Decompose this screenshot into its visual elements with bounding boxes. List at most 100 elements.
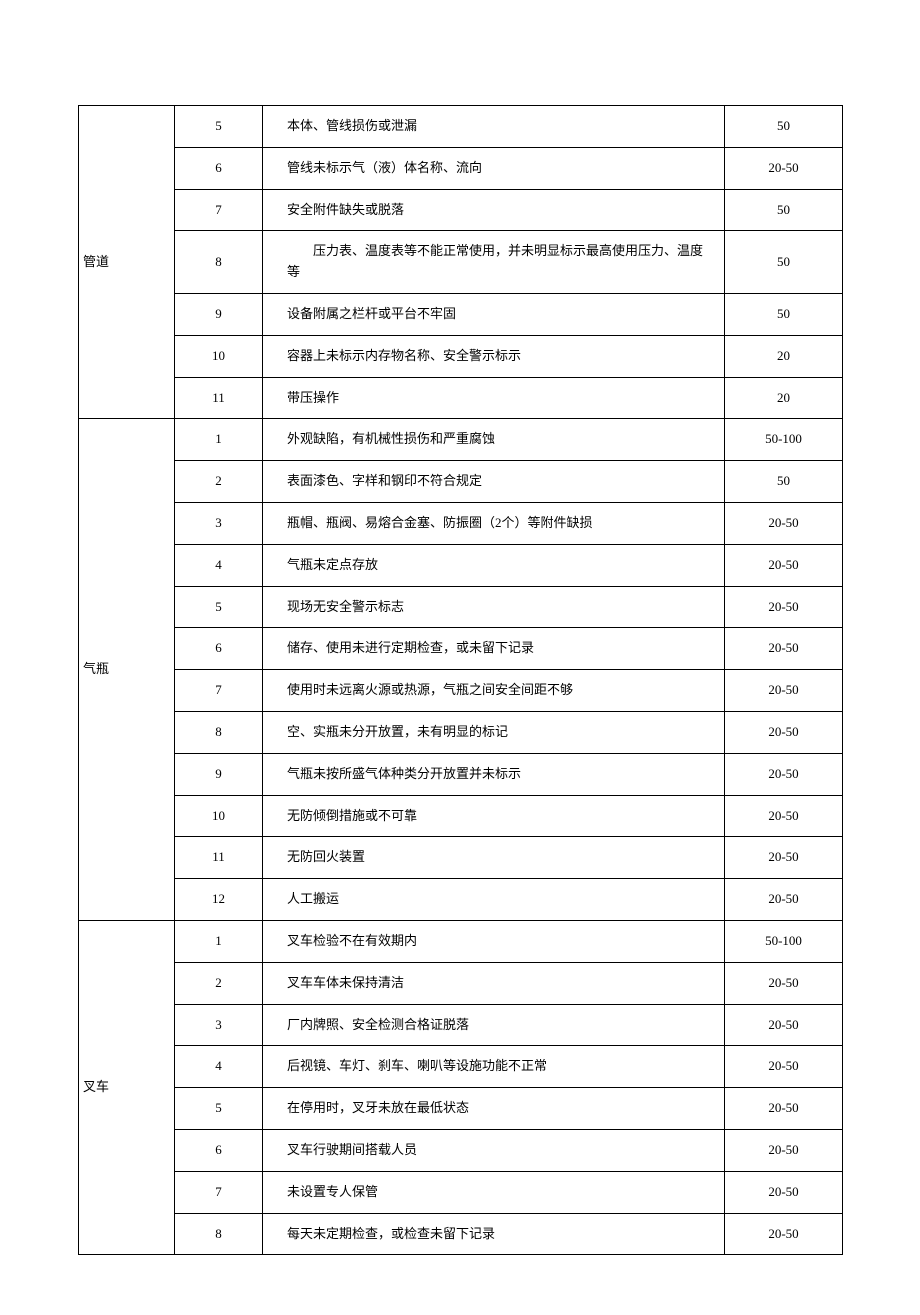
score-cell: 50 bbox=[725, 461, 843, 503]
row-number-cell: 5 bbox=[175, 586, 263, 628]
row-number-cell: 1 bbox=[175, 419, 263, 461]
score-cell: 20-50 bbox=[725, 1129, 843, 1171]
table-row: 3瓶帽、瓶阀、易熔合金塞、防振圈（2个）等附件缺损20-50 bbox=[79, 502, 843, 544]
description-cell: 容器上未标示内存物名称、安全警示标示 bbox=[263, 335, 725, 377]
description-cell: 空、实瓶未分开放置，未有明显的标记 bbox=[263, 711, 725, 753]
description-cell: 管线未标示气（液）体名称、流向 bbox=[263, 147, 725, 189]
table-row: 5在停用时，叉牙未放在最低状态20-50 bbox=[79, 1088, 843, 1130]
score-cell: 20-50 bbox=[725, 586, 843, 628]
row-number-cell: 8 bbox=[175, 711, 263, 753]
row-number-cell: 10 bbox=[175, 335, 263, 377]
row-number-cell: 9 bbox=[175, 753, 263, 795]
description-cell: 外观缺陷，有机械性损伤和严重腐蚀 bbox=[263, 419, 725, 461]
row-number-cell: 1 bbox=[175, 920, 263, 962]
table-row: 11带压操作20 bbox=[79, 377, 843, 419]
table-row: 12人工搬运20-50 bbox=[79, 879, 843, 921]
row-number-cell: 9 bbox=[175, 293, 263, 335]
row-number-cell: 11 bbox=[175, 377, 263, 419]
table-row: 11无防回火装置20-50 bbox=[79, 837, 843, 879]
table-row: 叉车1叉车检验不在有效期内50-100 bbox=[79, 920, 843, 962]
description-cell: 设备附属之栏杆或平台不牢固 bbox=[263, 293, 725, 335]
table-row: 9气瓶未按所盛气体种类分开放置并未标示20-50 bbox=[79, 753, 843, 795]
row-number-cell: 6 bbox=[175, 147, 263, 189]
score-cell: 20-50 bbox=[725, 544, 843, 586]
row-number-cell: 6 bbox=[175, 1129, 263, 1171]
row-number-cell: 2 bbox=[175, 461, 263, 503]
inspection-table: 管道5本体、管线损伤或泄漏506管线未标示气（液）体名称、流向20-507安全附… bbox=[78, 105, 843, 1255]
description-cell: 安全附件缺失或脱落 bbox=[263, 189, 725, 231]
score-cell: 20 bbox=[725, 377, 843, 419]
description-cell: 人工搬运 bbox=[263, 879, 725, 921]
score-cell: 20 bbox=[725, 335, 843, 377]
score-cell: 50 bbox=[725, 106, 843, 148]
table-row: 气瓶1外观缺陷，有机械性损伤和严重腐蚀50-100 bbox=[79, 419, 843, 461]
table-row: 8压力表、温度表等不能正常使用，并未明显标示最高使用压力、温度等50 bbox=[79, 231, 843, 294]
description-cell: 每天未定期检查，或检查未留下记录 bbox=[263, 1213, 725, 1255]
row-number-cell: 7 bbox=[175, 189, 263, 231]
row-number-cell: 6 bbox=[175, 628, 263, 670]
description-cell: 气瓶未按所盛气体种类分开放置并未标示 bbox=[263, 753, 725, 795]
description-cell: 在停用时，叉牙未放在最低状态 bbox=[263, 1088, 725, 1130]
description-cell: 厂内牌照、安全检测合格证脱落 bbox=[263, 1004, 725, 1046]
score-cell: 20-50 bbox=[725, 628, 843, 670]
row-number-cell: 3 bbox=[175, 1004, 263, 1046]
table-row: 10容器上未标示内存物名称、安全警示标示20 bbox=[79, 335, 843, 377]
score-cell: 20-50 bbox=[725, 1088, 843, 1130]
table-row: 6储存、使用未进行定期检查，或未留下记录20-50 bbox=[79, 628, 843, 670]
table-row: 10无防倾倒措施或不可靠20-50 bbox=[79, 795, 843, 837]
description-cell: 带压操作 bbox=[263, 377, 725, 419]
table-body: 管道5本体、管线损伤或泄漏506管线未标示气（液）体名称、流向20-507安全附… bbox=[79, 106, 843, 1255]
table-row: 6叉车行驶期间搭载人员20-50 bbox=[79, 1129, 843, 1171]
table-row: 4后视镜、车灯、刹车、喇叭等设施功能不正常20-50 bbox=[79, 1046, 843, 1088]
table-row: 8每天未定期检查，或检查未留下记录20-50 bbox=[79, 1213, 843, 1255]
table-row: 8空、实瓶未分开放置，未有明显的标记20-50 bbox=[79, 711, 843, 753]
description-cell: 本体、管线损伤或泄漏 bbox=[263, 106, 725, 148]
category-cell: 叉车 bbox=[79, 920, 175, 1254]
row-number-cell: 7 bbox=[175, 670, 263, 712]
description-cell: 使用时未远离火源或热源，气瓶之间安全间距不够 bbox=[263, 670, 725, 712]
score-cell: 20-50 bbox=[725, 962, 843, 1004]
description-cell: 叉车车体未保持清洁 bbox=[263, 962, 725, 1004]
score-cell: 20-50 bbox=[725, 879, 843, 921]
row-number-cell: 2 bbox=[175, 962, 263, 1004]
description-cell: 叉车行驶期间搭载人员 bbox=[263, 1129, 725, 1171]
table-row: 9设备附属之栏杆或平台不牢固50 bbox=[79, 293, 843, 335]
score-cell: 20-50 bbox=[725, 711, 843, 753]
table-row: 7未设置专人保管20-50 bbox=[79, 1171, 843, 1213]
score-cell: 20-50 bbox=[725, 837, 843, 879]
description-cell: 无防回火装置 bbox=[263, 837, 725, 879]
page: 管道5本体、管线损伤或泄漏506管线未标示气（液）体名称、流向20-507安全附… bbox=[0, 0, 920, 1315]
description-cell: 气瓶未定点存放 bbox=[263, 544, 725, 586]
score-cell: 50-100 bbox=[725, 920, 843, 962]
row-number-cell: 10 bbox=[175, 795, 263, 837]
score-cell: 20-50 bbox=[725, 147, 843, 189]
score-cell: 20-50 bbox=[725, 795, 843, 837]
table-row: 7使用时未远离火源或热源，气瓶之间安全间距不够20-50 bbox=[79, 670, 843, 712]
description-cell: 瓶帽、瓶阀、易熔合金塞、防振圈（2个）等附件缺损 bbox=[263, 502, 725, 544]
row-number-cell: 4 bbox=[175, 1046, 263, 1088]
description-cell: 未设置专人保管 bbox=[263, 1171, 725, 1213]
row-number-cell: 5 bbox=[175, 1088, 263, 1130]
description-cell: 后视镜、车灯、刹车、喇叭等设施功能不正常 bbox=[263, 1046, 725, 1088]
row-number-cell: 7 bbox=[175, 1171, 263, 1213]
score-cell: 20-50 bbox=[725, 670, 843, 712]
score-cell: 20-50 bbox=[725, 1004, 843, 1046]
row-number-cell: 8 bbox=[175, 1213, 263, 1255]
row-number-cell: 3 bbox=[175, 502, 263, 544]
row-number-cell: 8 bbox=[175, 231, 263, 294]
score-cell: 20-50 bbox=[725, 502, 843, 544]
score-cell: 50 bbox=[725, 189, 843, 231]
table-row: 2叉车车体未保持清洁20-50 bbox=[79, 962, 843, 1004]
table-row: 6管线未标示气（液）体名称、流向20-50 bbox=[79, 147, 843, 189]
description-cell: 表面漆色、字样和钢印不符合规定 bbox=[263, 461, 725, 503]
row-number-cell: 12 bbox=[175, 879, 263, 921]
row-number-cell: 4 bbox=[175, 544, 263, 586]
row-number-cell: 11 bbox=[175, 837, 263, 879]
table-row: 3厂内牌照、安全检测合格证脱落20-50 bbox=[79, 1004, 843, 1046]
table-row: 7安全附件缺失或脱落50 bbox=[79, 189, 843, 231]
score-cell: 20-50 bbox=[725, 1046, 843, 1088]
description-cell: 压力表、温度表等不能正常使用，并未明显标示最高使用压力、温度等 bbox=[263, 231, 725, 294]
description-cell: 无防倾倒措施或不可靠 bbox=[263, 795, 725, 837]
score-cell: 20-50 bbox=[725, 1171, 843, 1213]
row-number-cell: 5 bbox=[175, 106, 263, 148]
